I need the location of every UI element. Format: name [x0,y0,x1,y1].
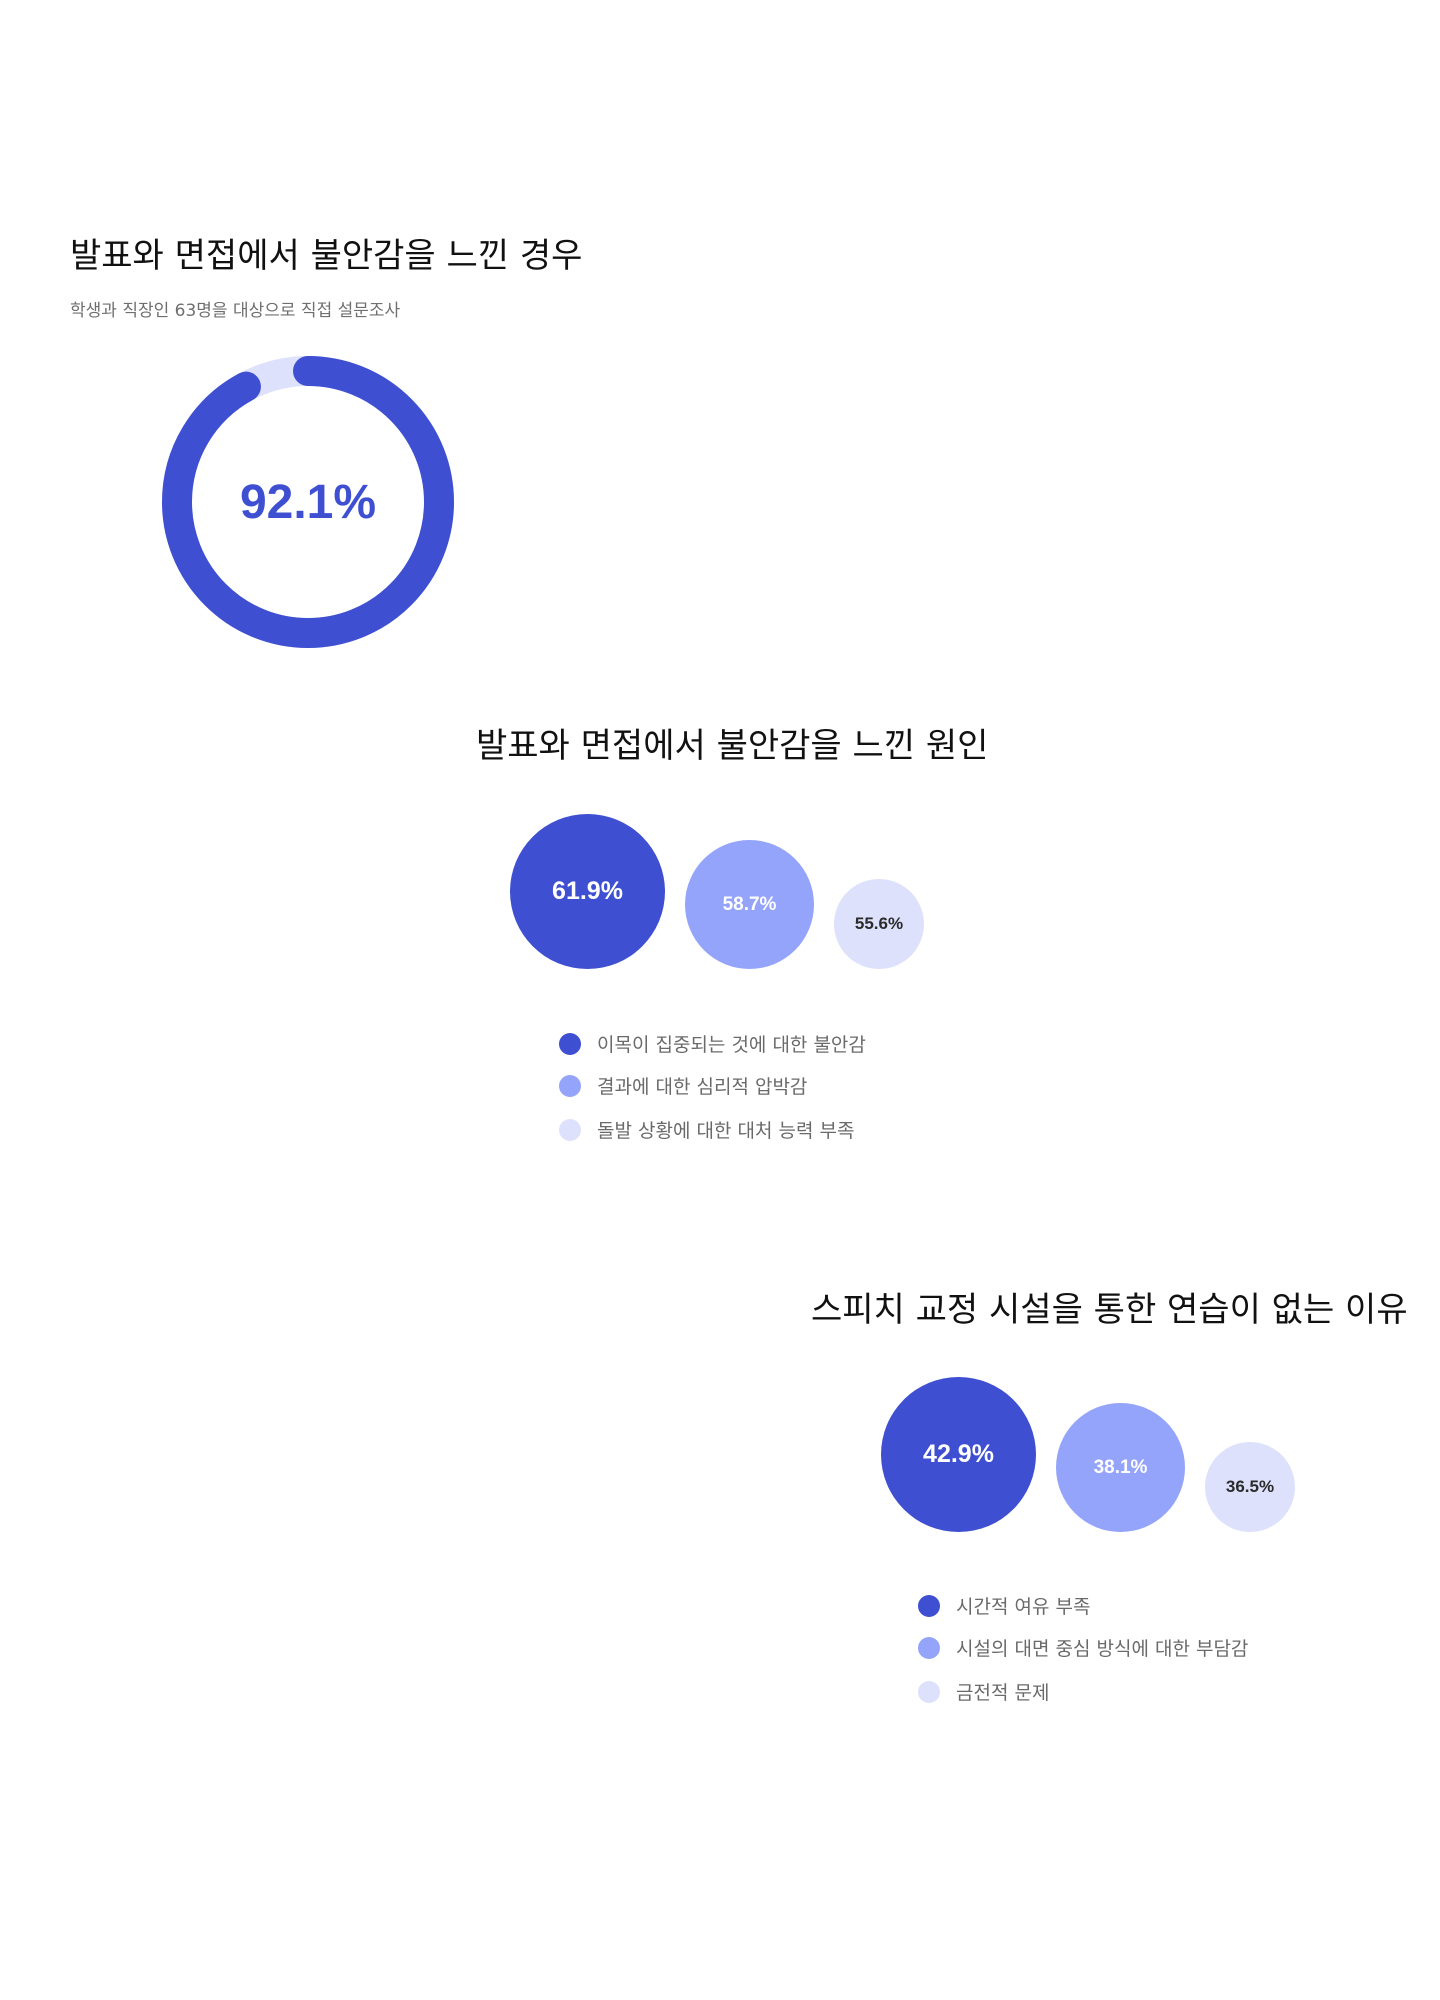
legend-dot-icon [559,1032,581,1055]
causes-legend-label-2: 결과에 대한 심리적 압박감 [597,1076,808,1098]
reasons-bubble-2-label: 38.1% [1093,1456,1148,1478]
causes-bubble-1-label: 61.9% [552,877,623,905]
reasons-bubble-3: 36.5% [1205,1442,1295,1532]
causes-bubble-1: 61.9% [510,814,665,969]
causes-section-title: 발표와 면접에서 불안감을 느낀 원인 [476,726,989,766]
reasons-legend-label-1: 시간적 여유 부족 [956,1596,1091,1618]
reasons-legend-item-2: 시설의 대면 중심 방식에 대한 부담감 [918,1634,1248,1661]
reasons-bubble-2: 38.1% [1056,1403,1185,1532]
causes-bubble-2: 58.7% [685,840,814,969]
survey-subtitle: 학생과 직장인 63명을 대상으로 직접 설문조사 [70,301,401,321]
donut-arc [162,356,454,648]
reasons-bubble-1-label: 42.9% [923,1440,994,1468]
reasons-bubble-3-label: 36.5% [1225,1477,1275,1496]
reasons-legend-item-3: 금전적 문제 [918,1678,1049,1705]
reasons-legend-item-1: 시간적 여유 부족 [918,1592,1090,1619]
donut-chart: 92.1% [162,356,454,648]
causes-legend-item-1: 이목이 집중되는 것에 대한 불안감 [559,1030,866,1057]
causes-legend-label-3: 돌발 상황에 대한 대처 능력 부족 [597,1120,855,1142]
legend-dot-icon [559,1074,581,1097]
reasons-section-title: 스피치 교정 시설을 통한 연습이 없는 이유 [811,1290,1408,1330]
donut-value-label: 92.1% [240,476,376,529]
reasons-bubble-1: 42.9% [881,1377,1036,1532]
causes-bubble-2-label: 58.7% [722,893,777,915]
causes-legend-item-3: 돌발 상황에 대한 대처 능력 부족 [559,1116,854,1143]
reasons-legend-label-2: 시설의 대면 중심 방식에 대한 부담감 [956,1638,1249,1660]
causes-bubble-3-label: 55.6% [854,914,904,933]
donut-section-title: 발표와 면접에서 불안감을 느낀 경우 [70,236,583,276]
reasons-legend-label-3: 금전적 문제 [956,1682,1050,1704]
legend-dot-icon [918,1594,940,1617]
causes-bubble-3: 55.6% [834,879,924,969]
legend-dot-icon [918,1680,940,1703]
causes-legend-item-2: 결과에 대한 심리적 압박감 [559,1072,807,1099]
legend-dot-icon [918,1636,940,1659]
legend-dot-icon [559,1118,581,1141]
causes-legend-label-1: 이목이 집중되는 것에 대한 불안감 [597,1034,866,1056]
